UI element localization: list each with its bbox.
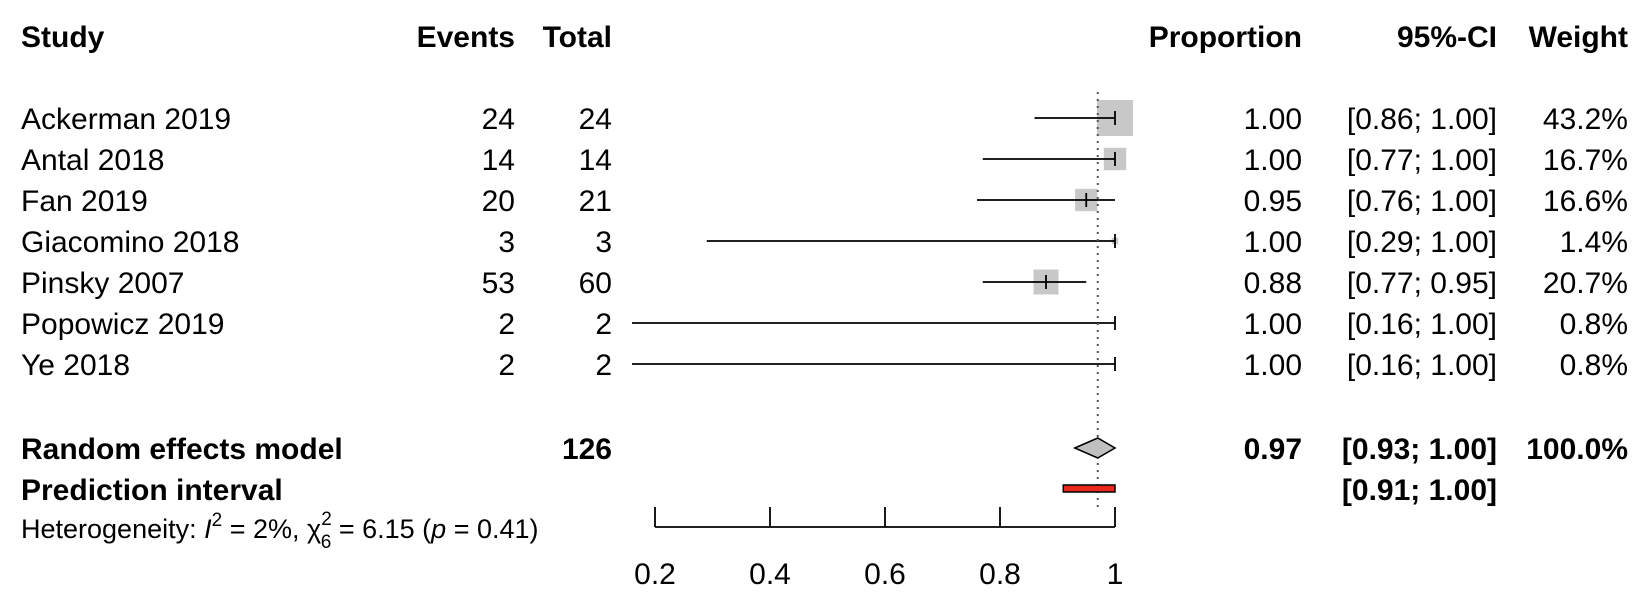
- study-proportion: 1.00: [1244, 349, 1302, 382]
- study-ci: [0.77; 1.00]: [1347, 144, 1497, 177]
- study-total: 60: [579, 267, 612, 300]
- het-chi-sub: 6: [321, 532, 332, 553]
- study-name: Ye 2018: [21, 349, 130, 382]
- header-events: Events: [417, 21, 515, 54]
- study-events: 2: [498, 308, 515, 341]
- study-name: Fan 2019: [21, 185, 148, 218]
- study-ci: [0.86; 1.00]: [1347, 103, 1497, 136]
- x-axis-tick-label: 0.2: [634, 558, 676, 591]
- het-p-value: = 0.41): [446, 514, 538, 544]
- study-proportion: 1.00: [1244, 144, 1302, 177]
- prediction-interval-row: Prediction interval [0.91; 1.00]: [21, 474, 1497, 507]
- x-axis-tick-label: 0.6: [864, 558, 906, 591]
- study-row: Pinsky 2007 53 60 0.88 [0.77; 0.95] 20.7%: [21, 267, 1628, 300]
- het-i-value: = 2%,: [222, 514, 307, 544]
- study-name: Popowicz 2019: [21, 308, 224, 341]
- study-weight: 16.6%: [1543, 185, 1628, 218]
- het-prefix: Heterogeneity:: [21, 514, 204, 544]
- x-axis-tick-label: 1: [1107, 558, 1124, 591]
- study-row: Ackerman 2019 24 24 1.00 [0.86; 1.00] 43.2%: [21, 100, 1628, 136]
- random-effects-total: 126: [562, 433, 612, 466]
- study-ci: [0.76; 1.00]: [1347, 185, 1497, 218]
- study-name: Antal 2018: [21, 144, 164, 177]
- study-row: Ye 2018 2 2 1.00 [0.16; 1.00] 0.8%: [21, 349, 1628, 382]
- study-total: 2: [595, 349, 612, 382]
- header-proportion: Proportion: [1149, 21, 1302, 54]
- study-total: 2: [595, 308, 612, 341]
- prediction-interval-ci: [0.91; 1.00]: [1342, 474, 1497, 507]
- header-ci: 95%-CI: [1397, 21, 1497, 54]
- study-events: 53: [482, 267, 515, 300]
- random-effects-proportion: 0.97: [1244, 433, 1302, 466]
- study-proportion: 0.95: [1244, 185, 1302, 218]
- study-ci: [0.29; 1.00]: [1347, 226, 1497, 259]
- study-events: 14: [482, 144, 515, 177]
- het-p-symbol: p: [430, 514, 446, 544]
- study-weight: 43.2%: [1543, 103, 1628, 136]
- study-name: Pinsky 2007: [21, 267, 184, 300]
- het-chi-exp: 2: [321, 509, 332, 530]
- random-effects-weight: 100.0%: [1526, 433, 1628, 466]
- study-row: Antal 2018 14 14 1.00 [0.77; 1.00] 16.7%: [21, 144, 1628, 177]
- random-effects-label: Random effects model: [21, 433, 343, 466]
- study-rows: Ackerman 2019 24 24 1.00 [0.86; 1.00] 43.2% An…: [21, 100, 1628, 382]
- study-events: 24: [482, 103, 515, 136]
- study-row: Popowicz 2019 2 2 1.00 [0.16; 1.00] 0.8%: [21, 308, 1628, 341]
- table-header: Study Events Total Proportion 95%-CI Wei…: [21, 21, 1628, 54]
- study-weight: 0.8%: [1560, 308, 1628, 341]
- het-i-exp: 2: [212, 510, 223, 531]
- study-name: Ackerman 2019: [21, 103, 231, 136]
- study-proportion: 1.00: [1244, 308, 1302, 341]
- header-study: Study: [21, 21, 105, 54]
- prediction-interval-label: Prediction interval: [21, 474, 283, 507]
- random-effects-diamond: [1072, 437, 1117, 459]
- prediction-interval-bar: [1062, 484, 1116, 493]
- study-total: 21: [579, 185, 612, 218]
- study-events: 2: [498, 349, 515, 382]
- x-axis: 0.2 0.4 0.6 0.8 1: [634, 507, 1123, 591]
- study-row: Giacomino 2018 3 3 1.00 [0.29; 1.00] 1.4%: [21, 226, 1628, 259]
- study-name: Giacomino 2018: [21, 226, 239, 259]
- study-ci: [0.77; 0.95]: [1347, 267, 1497, 300]
- study-row: Fan 2019 20 21 0.95 [0.76; 1.00] 16.6%: [21, 185, 1628, 218]
- study-proportion: 0.88: [1244, 267, 1302, 300]
- x-axis-tick-label: 0.8: [979, 558, 1021, 591]
- heterogeneity-text: Heterogeneity: I2 = 2%, χ2 6 = 6.15 (p = …: [21, 509, 539, 553]
- header-weight: Weight: [1529, 21, 1628, 54]
- random-effects-row: Random effects model 126 0.97 [0.93; 1.0…: [21, 433, 1628, 466]
- study-events: 20: [482, 185, 515, 218]
- study-total: 24: [579, 103, 612, 136]
- study-weight: 0.8%: [1560, 349, 1628, 382]
- study-ci: [0.16; 1.00]: [1347, 349, 1497, 382]
- study-total: 14: [579, 144, 612, 177]
- het-chi-value: = 6.15 (: [331, 514, 431, 544]
- random-effects-ci: [0.93; 1.00]: [1342, 433, 1497, 466]
- study-ci: [0.16; 1.00]: [1347, 308, 1497, 341]
- study-events: 3: [498, 226, 515, 259]
- study-proportion: 1.00: [1244, 103, 1302, 136]
- study-total: 3: [595, 226, 612, 259]
- study-proportion: 1.00: [1244, 226, 1302, 259]
- header-total: Total: [543, 21, 612, 54]
- study-weight: 20.7%: [1543, 267, 1628, 300]
- het-i-symbol: I: [204, 514, 212, 544]
- study-weight: 16.7%: [1543, 144, 1628, 177]
- het-chi-symbol: χ: [307, 514, 321, 544]
- x-axis-tick-label: 0.4: [749, 558, 791, 591]
- study-weight: 1.4%: [1560, 226, 1628, 259]
